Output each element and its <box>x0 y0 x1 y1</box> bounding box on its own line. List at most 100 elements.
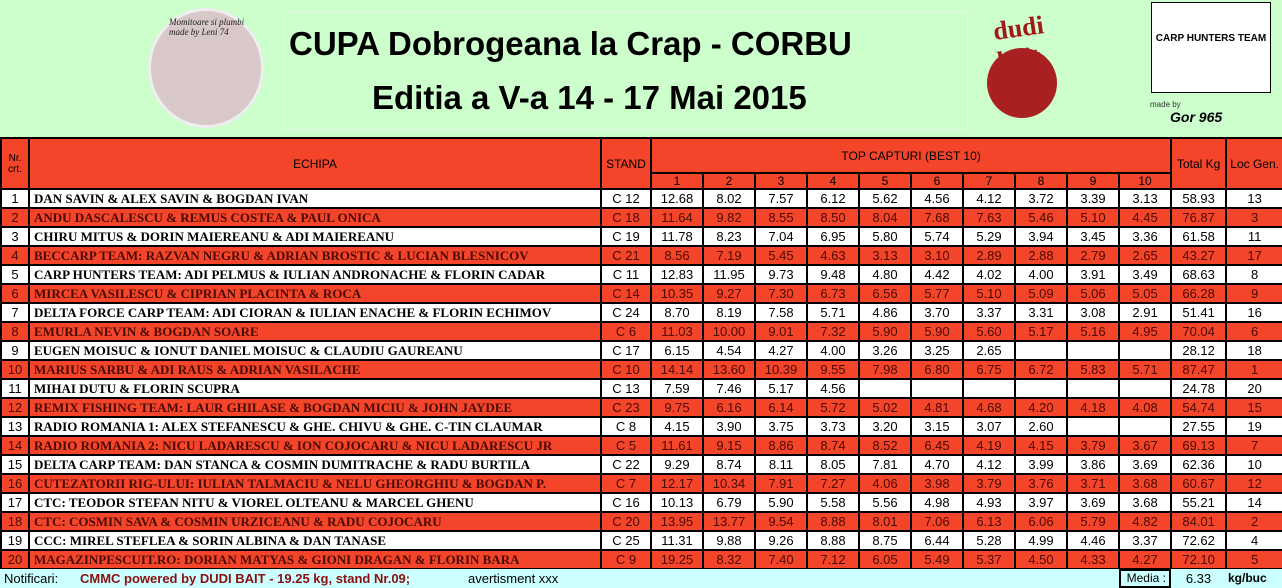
catch-5: 7.81 <box>858 454 912 475</box>
catch-10: 2.65 <box>1117 245 1173 266</box>
table-row: 15 DELTA CARP TEAM: DAN STANCA & COSMIN D… <box>0 454 1282 475</box>
catch-10: 3.36 <box>1117 226 1173 247</box>
total-kg: 68.63 <box>1170 264 1228 285</box>
catch-5: 5.56 <box>858 492 912 513</box>
catch-9: 3.45 <box>1066 226 1120 247</box>
total-kg: 28.12 <box>1170 340 1228 361</box>
catch-8: 3.72 <box>1014 188 1068 209</box>
team-name: EUGEN MOISUC & IONUT DANIEL MOISUC & CLA… <box>28 340 602 361</box>
catch-5: 3.20 <box>858 416 912 437</box>
catch-6: 7.68 <box>910 207 964 228</box>
catch-3: 9.73 <box>754 264 808 285</box>
catch-10 <box>1117 340 1173 361</box>
catch-8: 6.72 <box>1014 359 1068 380</box>
catch-6: 5.49 <box>910 549 964 570</box>
catch-4: 5.71 <box>806 302 860 323</box>
total-kg: 72.10 <box>1170 549 1228 570</box>
catch-col-1: 1 <box>650 172 704 190</box>
catch-col-5: 5 <box>858 172 912 190</box>
catch-4: 8.88 <box>806 530 860 551</box>
col-top-catches: TOP CAPTURI (BEST 10) <box>649 137 1173 174</box>
table-row: 19 CCC: MIREL STEFLEA & SORIN ALBINA & DA… <box>0 530 1282 551</box>
catch-4: 8.88 <box>806 511 860 532</box>
catch-col-3: 3 <box>754 172 808 190</box>
catch-3: 9.26 <box>754 530 808 551</box>
catch-5: 3.26 <box>858 340 912 361</box>
catch-1: 19.25 <box>650 549 704 570</box>
catch-5: 4.80 <box>858 264 912 285</box>
catch-4: 4.63 <box>806 245 860 266</box>
catch-8: 5.09 <box>1014 283 1068 304</box>
row-nr: 18 <box>0 511 30 532</box>
catch-4: 8.05 <box>806 454 860 475</box>
catch-7: 4.19 <box>962 435 1016 456</box>
catch-2: 8.02 <box>702 188 756 209</box>
catch-1: 10.13 <box>650 492 704 513</box>
catch-3: 3.75 <box>754 416 808 437</box>
stand: C 10 <box>600 359 652 380</box>
catch-5: 6.56 <box>858 283 912 304</box>
table-row: 7 DELTA FORCE CARP TEAM: ADI CIORAN & IUL… <box>0 302 1282 323</box>
catch-3: 8.86 <box>754 435 808 456</box>
catch-5: 5.02 <box>858 397 912 418</box>
catch-2: 11.95 <box>702 264 756 285</box>
team-name: CTC: TEODOR STEFAN NITU & VIOREL OLTEANU… <box>28 492 602 513</box>
total-kg: 61.58 <box>1170 226 1228 247</box>
row-nr: 19 <box>0 530 30 551</box>
catch-6: 6.45 <box>910 435 964 456</box>
catch-1: 13.95 <box>650 511 704 532</box>
catch-5: 8.75 <box>858 530 912 551</box>
catch-4: 7.32 <box>806 321 860 342</box>
catch-3: 5.17 <box>754 378 808 399</box>
catch-4: 7.12 <box>806 549 860 570</box>
results-table: Nr. crt. ECHIPA STAND TOP CAPTURI (BEST … <box>0 137 1282 570</box>
catch-3: 7.30 <box>754 283 808 304</box>
catch-9: 3.71 <box>1066 473 1120 494</box>
stand: C 24 <box>600 302 652 323</box>
row-nr: 7 <box>0 302 30 323</box>
team-name: REMIX FISHING TEAM: LAUR GHILASE & BOGDA… <box>28 397 602 418</box>
carp-hunters-logo: CARP HUNTERS TEAM <box>1151 2 1271 93</box>
catch-10: 4.08 <box>1117 397 1173 418</box>
catch-10: 4.95 <box>1117 321 1173 342</box>
catch-9: 5.79 <box>1066 511 1120 532</box>
catch-4: 8.50 <box>806 207 860 228</box>
catch-10: 3.13 <box>1117 188 1173 209</box>
catch-3: 4.27 <box>754 340 808 361</box>
stand: C 18 <box>600 207 652 228</box>
catch-1: 11.61 <box>650 435 704 456</box>
catch-8: 4.20 <box>1014 397 1068 418</box>
catch-7: 4.68 <box>962 397 1016 418</box>
media-label: Media : <box>1119 569 1171 588</box>
table-row: 1 DAN SAVIN & ALEX SAVIN & BOGDAN IVAN C 1… <box>0 188 1282 209</box>
catch-4: 7.27 <box>806 473 860 494</box>
gor-text: Gor 965 <box>1170 109 1223 125</box>
sponsor-logo-lures: Momitoare si plumbi made by Leni 74 <box>148 8 264 128</box>
catch-2: 6.79 <box>702 492 756 513</box>
catch-10: 4.82 <box>1117 511 1173 532</box>
catch-1: 11.64 <box>650 207 704 228</box>
catch-9: 4.46 <box>1066 530 1120 551</box>
stand: C 16 <box>600 492 652 513</box>
catch-9 <box>1066 340 1120 361</box>
catch-5: 7.98 <box>858 359 912 380</box>
catch-4: 8.74 <box>806 435 860 456</box>
catch-1: 8.70 <box>650 302 704 323</box>
catch-2: 7.46 <box>702 378 756 399</box>
team-name: MARIUS SARBU & ADI RAUS & ADRIAN VASILAC… <box>28 359 602 380</box>
catch-4: 9.55 <box>806 359 860 380</box>
loc-gen: 3 <box>1225 207 1282 228</box>
catch-8: 2.60 <box>1014 416 1068 437</box>
catch-7: 4.12 <box>962 188 1016 209</box>
catch-2: 10.00 <box>702 321 756 342</box>
catch-8: 4.00 <box>1014 264 1068 285</box>
catch-5: 5.90 <box>858 321 912 342</box>
row-nr: 16 <box>0 473 30 494</box>
loc-gen: 11 <box>1225 226 1282 247</box>
catch-5 <box>858 378 912 399</box>
catch-3: 5.90 <box>754 492 808 513</box>
catch-2: 9.27 <box>702 283 756 304</box>
team-name: RADIO ROMANIA 1: ALEX STEFANESCU & GHE. … <box>28 416 602 437</box>
catch-1: 11.03 <box>650 321 704 342</box>
catch-2: 8.19 <box>702 302 756 323</box>
